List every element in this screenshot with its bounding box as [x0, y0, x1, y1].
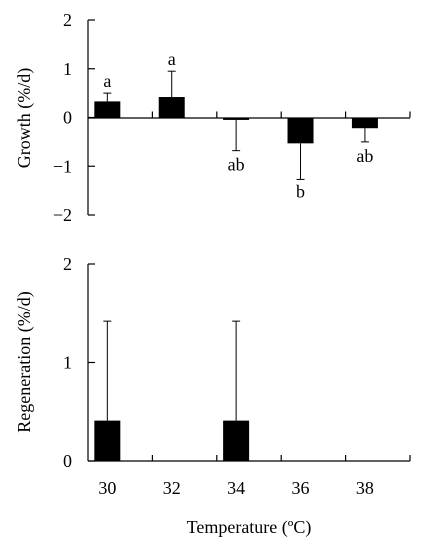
regeneration-y-tick-label: 0 [63, 451, 72, 471]
growth-bar [223, 117, 250, 120]
growth-significance-label: b [296, 181, 305, 201]
regeneration-y-tick-label: 1 [63, 353, 72, 373]
x-tick-label: 32 [163, 478, 181, 498]
growth-y-tick-label: 1 [63, 59, 72, 79]
x-tick-label: 30 [98, 478, 116, 498]
growth-significance-label: a [103, 71, 111, 91]
growth-bar [94, 101, 121, 118]
growth-bar [351, 117, 378, 129]
growth-significance-label: ab [228, 155, 245, 175]
x-tick-label: 36 [292, 478, 310, 498]
growth-y-axis-title: Growth (%/d) [14, 68, 35, 168]
growth-y-tick-label: 0 [63, 108, 72, 128]
regeneration-y-tick-label: 2 [63, 254, 72, 274]
growth-bar [287, 117, 314, 144]
growth-significance-label: ab [356, 146, 373, 166]
growth-bar [158, 97, 185, 118]
x-tick-label: 38 [356, 478, 374, 498]
growth-y-ticks: 2 1 0 −1 −2 [53, 10, 411, 225]
regeneration-panel: Regeneration (%/d) 2 1 0 30 32 34 36 38 Temper… [14, 254, 411, 538]
regeneration-x-ticks: 30 32 34 36 38 [98, 455, 411, 498]
growth-y-tick-label: −2 [53, 205, 72, 225]
growth-significance-label: a [168, 49, 176, 69]
growth-y-tick-label: 2 [63, 10, 72, 30]
regeneration-bar [223, 420, 250, 461]
regeneration-bars [94, 320, 250, 461]
x-axis-title: Temperature (ºC) [187, 517, 312, 538]
regeneration-bar [94, 420, 121, 461]
growth-y-tick-label: −1 [53, 156, 72, 176]
growth-panel: Growth (%/d) 2 1 0 −1 −2 a a ab b ab [14, 10, 411, 225]
regeneration-y-axis-title: Regeneration (%/d) [14, 291, 35, 432]
growth-bars: a a ab b ab [94, 49, 378, 201]
regeneration-y-ticks: 2 1 0 [63, 254, 95, 471]
x-tick-label: 34 [227, 478, 245, 498]
